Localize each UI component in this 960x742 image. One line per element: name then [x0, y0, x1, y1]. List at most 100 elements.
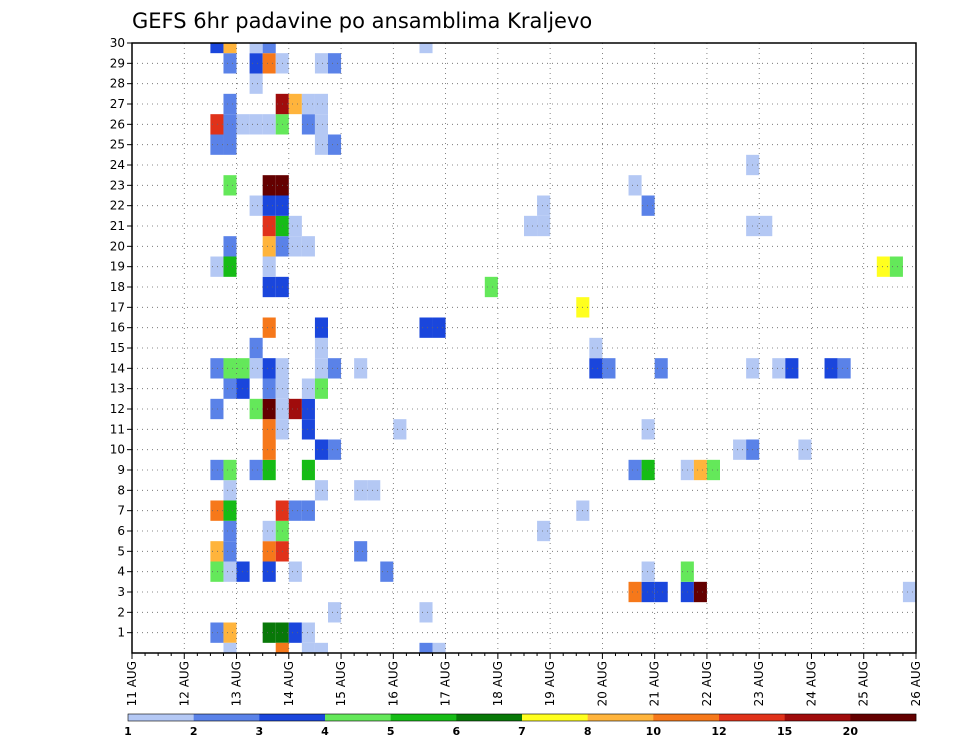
x-tick-label: 13 AUG	[230, 661, 244, 706]
colorbar-swatch	[587, 714, 654, 721]
colorbar-swatch	[193, 714, 260, 721]
heatmap-cell	[314, 317, 328, 338]
heatmap-cell	[262, 53, 276, 74]
heatmap-cell	[210, 114, 224, 135]
heatmap-cell	[223, 175, 237, 196]
x-tick-label: 26 AUG	[909, 661, 923, 706]
heatmap-cell	[314, 114, 328, 135]
heatmap-cell	[537, 520, 551, 542]
heatmap-cell	[301, 500, 315, 521]
heatmap-cell	[354, 358, 368, 379]
y-tick-label: 24	[110, 158, 125, 172]
heatmap-cell	[262, 541, 276, 562]
heatmap-cell	[314, 480, 328, 501]
heatmap-cell	[210, 134, 224, 155]
gridlines	[132, 42, 916, 653]
colorbar-legend: 1 2 3 4 5 6 7 8 10 12 15 20	[124, 713, 917, 738]
heatmap-cell	[301, 236, 315, 257]
y-tick-label: 26	[110, 117, 125, 131]
heatmap-cell	[288, 500, 302, 521]
heatmap-cell	[249, 358, 263, 379]
heatmap-cell	[236, 561, 250, 582]
heatmap-cell	[262, 195, 276, 216]
heatmap-cell	[328, 602, 342, 623]
colorbar-label: 2	[190, 725, 198, 738]
heatmap-cell	[419, 43, 433, 54]
x-tick-label: 18 AUG	[491, 661, 505, 706]
heatmap-cell	[628, 459, 642, 481]
heatmap-cell	[288, 561, 302, 582]
heatmap-cell	[328, 53, 342, 74]
heatmap-cell	[288, 398, 302, 420]
heatmap-cell	[262, 256, 276, 277]
heatmap-cell	[314, 358, 328, 379]
heatmap-cell	[262, 378, 276, 399]
heatmap-cell	[249, 398, 263, 420]
colorbar-label: 15	[777, 725, 792, 738]
heatmap-cell	[314, 439, 328, 460]
heatmap-cell	[537, 195, 551, 216]
x-axis: 11 AUG 12 AUG 13 AUG 14 AUG 15 AUG 16 AUG 17 A…	[125, 653, 923, 706]
heatmap-cell	[223, 256, 237, 277]
heatmap-cell	[262, 459, 276, 481]
y-tick-label: 8	[117, 483, 125, 497]
heatmap-cell	[249, 195, 263, 216]
heatmap-cell	[432, 642, 446, 653]
heatmap-cell	[236, 378, 250, 399]
heatmap-cell	[210, 622, 224, 643]
heatmap-cell	[210, 358, 224, 379]
heatmap-cell	[223, 459, 237, 481]
heatmap-cell	[275, 642, 289, 653]
y-tick-label: 11	[110, 422, 125, 436]
heatmap-cell	[328, 134, 342, 155]
heatmap-cell	[249, 459, 263, 481]
heatmap-cell	[314, 337, 328, 359]
heatmap-cell	[223, 53, 237, 74]
x-tick-label: 21 AUG	[648, 661, 662, 706]
heatmap-cell	[262, 43, 276, 54]
y-tick-label: 28	[110, 77, 125, 91]
colorbar-swatch	[850, 714, 917, 721]
heatmap-cell	[785, 358, 799, 379]
y-tick-label: 2	[117, 605, 125, 619]
heatmap-cell	[419, 642, 433, 653]
heatmap-cell	[301, 93, 315, 115]
heatmap-cell	[301, 622, 315, 643]
heatmap-cell	[641, 581, 655, 603]
heatmap-cell	[223, 480, 237, 501]
heatmap-cell	[824, 358, 838, 379]
y-tick-label: 19	[110, 260, 125, 274]
y-tick-label: 15	[110, 341, 125, 355]
heatmap-cell	[301, 642, 315, 653]
heatmap-cell	[641, 459, 655, 481]
heatmap-cell	[288, 215, 302, 237]
heatmap-cell	[628, 581, 642, 603]
heatmap-cell	[236, 358, 250, 379]
colorbar-label: 12	[711, 725, 726, 738]
heatmap-cell	[223, 114, 237, 135]
heatmap-cell	[798, 439, 812, 460]
heatmap-cell	[432, 317, 446, 338]
colorbar-label: 8	[584, 725, 592, 738]
colorbar-swatch	[128, 714, 194, 721]
heatmap-cell	[354, 541, 368, 562]
heatmap-cell	[537, 215, 551, 237]
y-tick-label: 1	[117, 626, 125, 640]
heatmap-cell	[706, 459, 720, 481]
heatmap-cell	[393, 419, 407, 440]
heatmap-cell	[262, 236, 276, 257]
heatmap-cell	[314, 642, 328, 653]
heatmap-cell	[210, 541, 224, 562]
heatmap-cell	[314, 53, 328, 74]
y-tick-label: 12	[110, 402, 125, 416]
x-tick-label: 12 AUG	[177, 661, 191, 706]
heatmap-cell	[223, 236, 237, 257]
colorbar-swatch	[259, 714, 326, 721]
heatmap-cell	[249, 53, 263, 74]
y-tick-label: 29	[110, 56, 125, 70]
heatmap-cell	[772, 358, 786, 379]
x-tick-label: 20 AUG	[595, 661, 609, 706]
heatmap-cell	[223, 622, 237, 643]
heatmap-cell	[288, 622, 302, 643]
y-tick-label: 16	[110, 321, 125, 335]
